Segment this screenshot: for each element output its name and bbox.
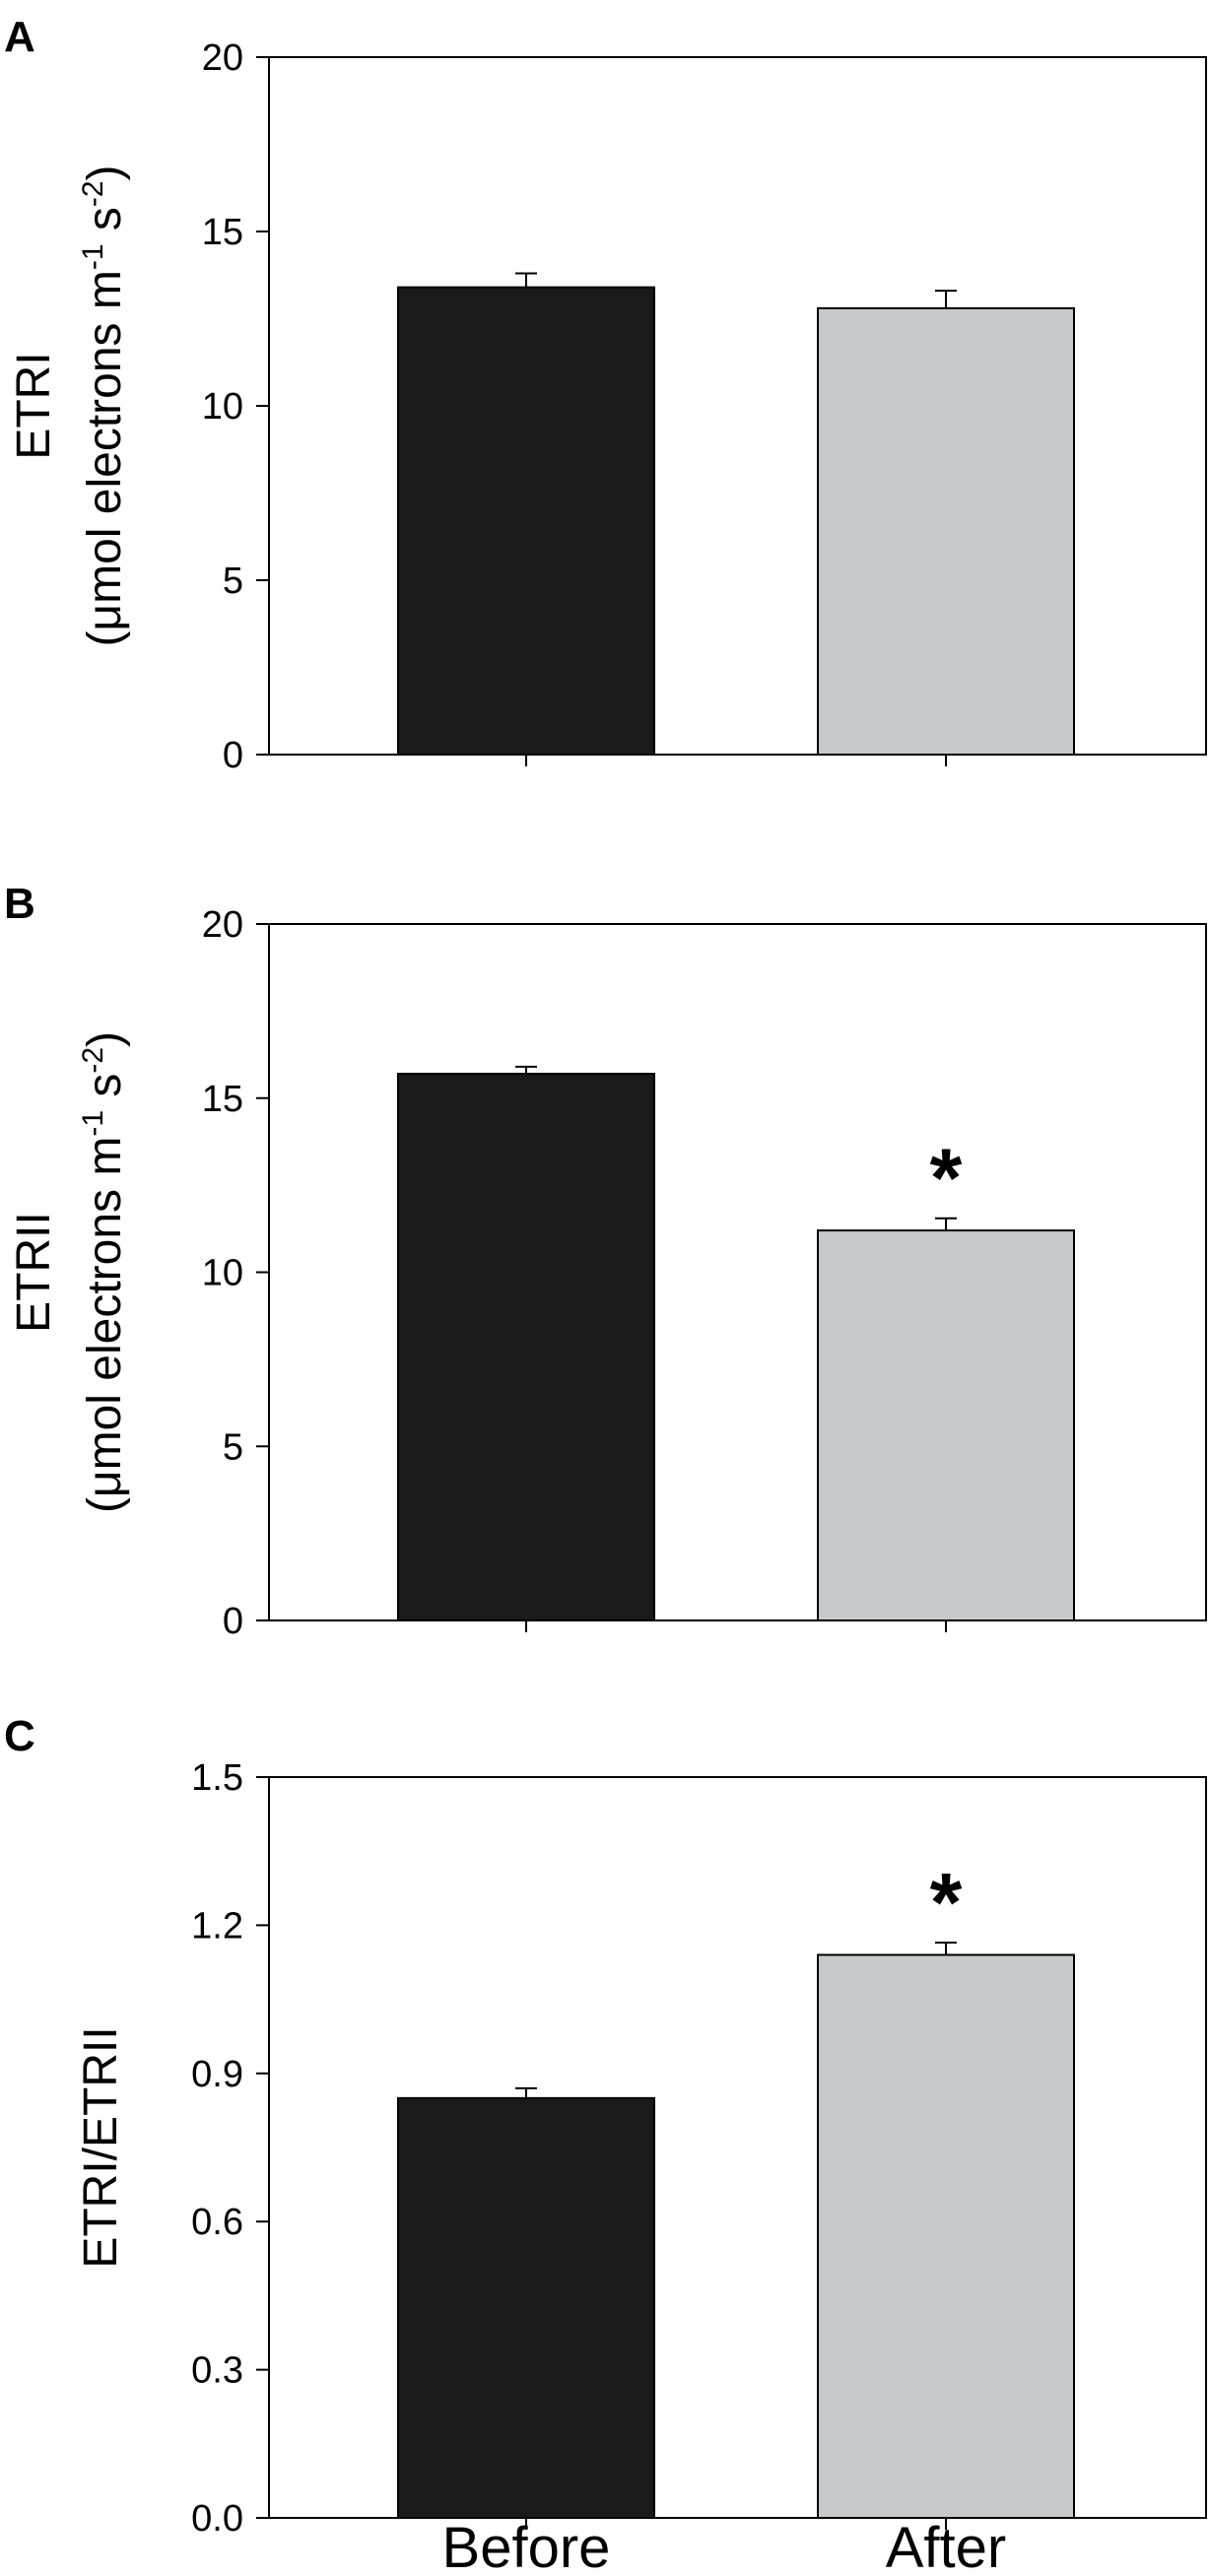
y-tick-label: 1.2 — [191, 1905, 243, 1947]
plot-frame — [268, 1776, 1207, 2519]
panel-label: A — [4, 13, 35, 61]
y-axis-label-line1: ETRII — [8, 1212, 60, 1333]
bar-after — [817, 306, 1075, 756]
y-tick-label: 0 — [223, 735, 243, 776]
y-axis-label-line1: ETRI — [8, 352, 60, 459]
bar-before — [397, 1073, 655, 1621]
y-tick-label: 1.5 — [191, 1757, 243, 1799]
bar-after — [817, 1229, 1075, 1621]
y-tick-label: 0.3 — [191, 2350, 243, 2392]
y-tick-label: 0 — [223, 1601, 243, 1642]
y-tick-label: 5 — [223, 561, 243, 602]
significance-marker: * — [930, 1132, 963, 1224]
panel-C: C 0.0 0.3 0.6 0.9 1.2 1.5 * ETRI/ETRII — [4, 1712, 1207, 2540]
y-tick-label: 5 — [223, 1426, 243, 1468]
y-tick-label: 20 — [202, 904, 243, 946]
y-tick-label: 20 — [202, 37, 243, 79]
y-tick-label: 15 — [202, 212, 243, 253]
panel-B: B 0 5 10 15 20 * ETRII (μmol electrons m-1 s-2) — [4, 880, 1207, 1642]
y-tick-label: 0.9 — [191, 2054, 243, 2095]
y-axis-label-line2: (μmol electrons m-1 s-2) — [77, 165, 131, 646]
panel-A: A 0 5 10 15 20 ETRI (μmol electrons m-1 s-2) — [4, 13, 1207, 776]
x-category-label: Before — [442, 2516, 611, 2576]
y-axis-label-line2: (μmol electrons m-1 s-2) — [77, 1031, 131, 1513]
significance-marker: * — [930, 1856, 963, 1949]
y-tick-label: 10 — [202, 1253, 243, 1294]
y-tick-label: 0.0 — [191, 2498, 243, 2540]
y-tick-label: 0.6 — [191, 2202, 243, 2243]
y-tick-label: 10 — [202, 386, 243, 428]
y-tick-label: 15 — [202, 1079, 243, 1120]
y-axis-label: ETRI/ETRII — [75, 2026, 127, 2268]
bar-before — [397, 2096, 655, 2520]
bar-before — [397, 286, 655, 756]
panel-label: C — [4, 1712, 35, 1760]
bar-after — [817, 1953, 1075, 2519]
panel-label: B — [4, 880, 35, 928]
x-category-label: After — [886, 2516, 1007, 2576]
